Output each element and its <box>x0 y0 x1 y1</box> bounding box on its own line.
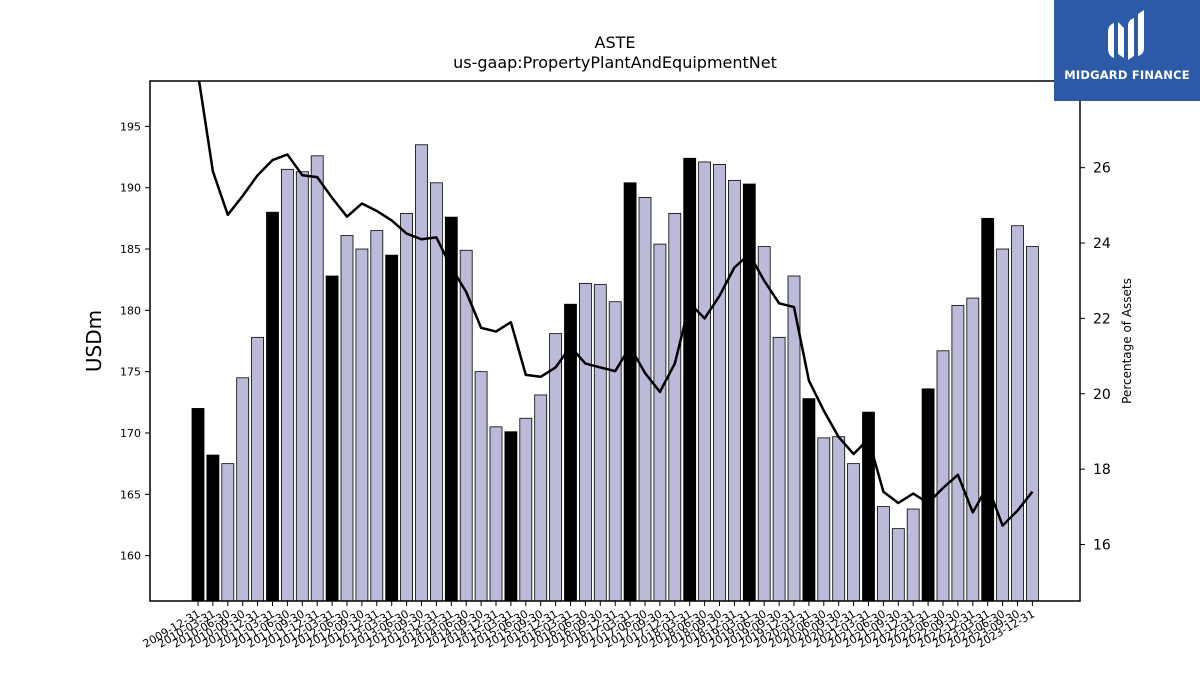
chart-subtitle: us-gaap:PropertyPlantAndEquipmentNet <box>453 53 777 72</box>
bar-2010-03-31 <box>206 454 220 602</box>
bar-2011-09-30 <box>295 171 309 602</box>
y2-axis-label: Percentage of Assets <box>1120 278 1134 404</box>
bar-2010-12-31 <box>251 336 265 602</box>
y-axis-label: USDm <box>82 310 106 372</box>
bar-2010-06-30 <box>221 463 235 602</box>
bar-2020-03-31 <box>802 398 816 602</box>
right-axis-ticks: 16 18 20 22 24 26 <box>1080 161 1111 553</box>
bar-2023-06-30 <box>996 248 1009 602</box>
bar-2015-09-30 <box>534 394 548 602</box>
bar-2013-06-30 <box>400 213 414 602</box>
bar-2017-03-31 <box>623 182 637 602</box>
bar-2018-03-31 <box>683 157 697 602</box>
y2-tick-label: 18 <box>1093 462 1111 478</box>
bar-2021-12-31 <box>906 508 920 602</box>
bar-2011-03-31 <box>266 211 279 602</box>
bar-2013-09-30 <box>415 144 428 602</box>
y2-tick-label: 22 <box>1093 311 1111 327</box>
logo-text: MIDGARD FINANCE <box>1064 68 1190 82</box>
bar-2023-12-31 <box>1026 246 1039 602</box>
y-tick-label: 190 <box>120 182 141 195</box>
bar-2011-12-31 <box>310 155 324 602</box>
plot-frame <box>149 80 1081 602</box>
bar-2014-12-31 <box>489 426 503 602</box>
bar-2015-03-31 <box>504 431 518 602</box>
bar-2015-12-31 <box>549 333 562 602</box>
bar-2012-12-31 <box>370 230 384 602</box>
bar-2019-09-30 <box>772 336 786 602</box>
bar-2015-06-30 <box>519 417 533 602</box>
bar-2021-09-30 <box>891 528 905 602</box>
bar-2012-03-31 <box>325 275 339 602</box>
brand-logo: MIDGARD FINANCE <box>1054 0 1200 101</box>
bar-2011-06-30 <box>280 168 294 602</box>
bar-2017-09-30 <box>653 243 667 602</box>
y2-tick-label: 26 <box>1093 161 1111 177</box>
midgard-logo-icon <box>1108 10 1144 60</box>
left-axis-ticks: 160 165 170 175 180 185 190 195 <box>120 120 150 563</box>
bar-2013-03-31 <box>385 254 399 602</box>
bar-2022-06-30 <box>936 350 950 602</box>
bar-2018-06-30 <box>698 161 711 602</box>
y-tick-label: 160 <box>120 550 141 563</box>
bar-2017-06-30 <box>638 197 652 602</box>
bar-2020-09-30 <box>832 436 846 602</box>
bar-2020-06-30 <box>817 437 831 602</box>
y-tick-label: 175 <box>120 366 141 379</box>
y2-tick-label: 24 <box>1093 236 1111 252</box>
bar-2023-09-30 <box>1011 225 1024 602</box>
bar-2022-03-31 <box>921 388 935 602</box>
y-tick-label: 195 <box>120 120 141 133</box>
y-tick-label: 180 <box>120 304 141 317</box>
bar-2017-12-31 <box>668 213 682 602</box>
y-tick-label: 170 <box>120 427 141 440</box>
bar-2022-09-30 <box>951 305 965 602</box>
y2-tick-label: 20 <box>1093 387 1111 403</box>
y-tick-label: 185 <box>120 243 141 256</box>
bar-2022-12-31 <box>966 297 980 602</box>
bar-2019-03-31 <box>742 183 756 602</box>
bar-2016-06-30 <box>579 282 592 602</box>
bar-series <box>191 144 1039 602</box>
bar-2012-06-30 <box>340 235 354 602</box>
bar-2021-06-30 <box>877 506 890 602</box>
bar-2010-09-30 <box>236 377 250 602</box>
bar-2018-12-31 <box>728 179 741 602</box>
bar-2023-03-31 <box>981 217 995 602</box>
bar-2016-09-30 <box>593 284 607 602</box>
x-axis-ticks: 2009-12-312010-03-312010-06-302010-09-30… <box>141 601 1037 651</box>
percentage-line <box>197 80 1034 527</box>
y-tick-label: 165 <box>120 488 141 501</box>
bar-2018-09-30 <box>713 163 726 602</box>
y2-tick-label: 16 <box>1093 537 1111 553</box>
bar-2019-06-30 <box>757 246 771 602</box>
bar-2020-12-31 <box>847 463 860 602</box>
bar-2012-09-30 <box>355 248 369 602</box>
bar-2014-09-30 <box>474 371 488 602</box>
chart-title: ASTE <box>595 33 636 52</box>
bar-2009-12-31 <box>191 408 205 602</box>
bar-2016-12-31 <box>608 301 622 602</box>
